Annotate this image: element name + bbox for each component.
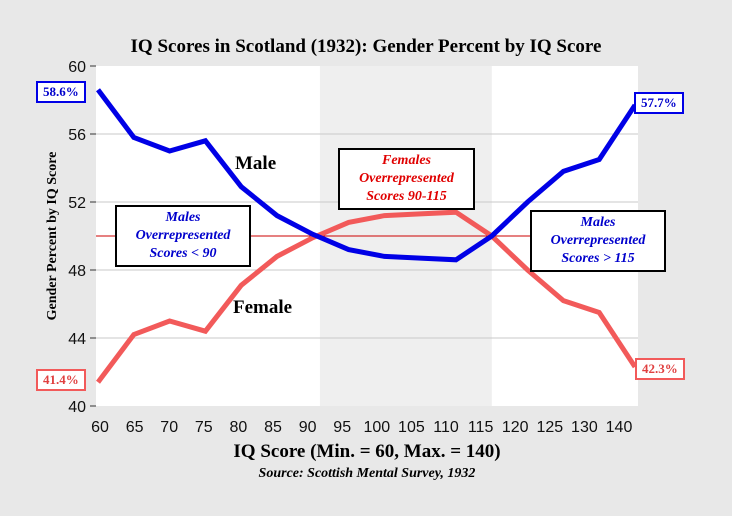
y-tick-label: 56 [68, 127, 86, 144]
x-axis-label: IQ Score (Min. = 60, Max. = 140) [233, 441, 501, 462]
male-start-label: 58.6% [36, 81, 86, 103]
annotation-line: Overrepresented [550, 233, 646, 248]
series-line-male [96, 88, 638, 263]
y-tick-label: 40 [68, 399, 86, 416]
x-tick-label: 115 [468, 419, 494, 436]
annotation-males-low: Males Overrepresented Scores < 90 [115, 205, 251, 267]
x-tick-label: 80 [230, 419, 248, 436]
x-tick-label: 110 [433, 419, 459, 436]
series-line-female [96, 209, 638, 384]
male-series-label: Male [235, 153, 277, 174]
female-series-label: Female [233, 297, 293, 318]
x-tick-label: 130 [571, 419, 598, 436]
annotation-line: Scores 90-115 [366, 189, 447, 204]
x-tick-label: 90 [299, 419, 317, 436]
annotation-line: Males [165, 210, 201, 225]
x-tick-label: 75 [195, 419, 213, 436]
x-tick-label: 125 [536, 419, 563, 436]
y-tick-label: 60 [68, 59, 86, 76]
x-tick-label: 95 [333, 419, 351, 436]
x-tick-label: 100 [363, 419, 390, 436]
y-tick-label: 52 [68, 195, 86, 212]
x-tick-label: 120 [502, 419, 529, 436]
annotation-line: Females [382, 153, 431, 168]
annotation-line: Overrepresented [135, 228, 231, 243]
female-end-label: 42.3% [635, 358, 685, 380]
x-tick-label: 70 [160, 419, 178, 436]
annotation-line: Males [580, 215, 616, 230]
x-tick-label: 60 [91, 419, 109, 436]
female-start-label: 41.4% [36, 369, 86, 391]
annotation-females-mid: Females Overrepresented Scores 90-115 [338, 148, 475, 210]
male-end-label: 57.7% [634, 92, 684, 114]
y-tick-label: 48 [68, 263, 86, 280]
annotation-males-high: Males Overrepresented Scores > 115 [530, 210, 666, 272]
y-tick-label: 44 [68, 331, 86, 348]
chart-title: IQ Scores in Scotland (1932): Gender Per… [130, 36, 602, 57]
x-tick-label: 105 [398, 419, 425, 436]
x-tick-label: 85 [264, 419, 282, 436]
source-note: Source: Scottish Mental Survey, 1932 [258, 466, 476, 481]
x-tick-label: 140 [606, 419, 633, 436]
annotation-line: Scores > 115 [561, 251, 635, 266]
annotation-line: Overrepresented [359, 171, 454, 186]
y-axis-label: Gender Percent by IQ Score [45, 152, 60, 321]
x-tick-label: 65 [126, 419, 144, 436]
annotation-line: Scores < 90 [149, 246, 217, 261]
